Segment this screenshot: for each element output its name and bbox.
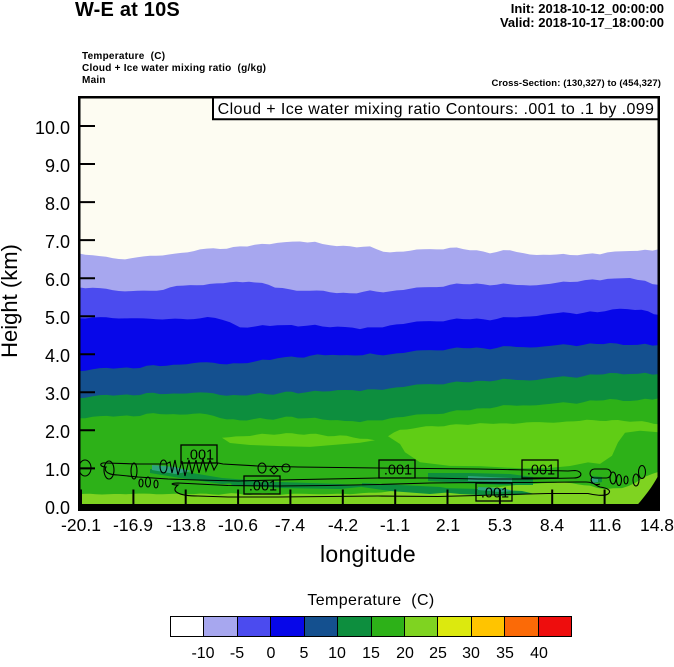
svg-text:.001: .001 [384,463,412,479]
svg-text:.001: .001 [481,486,509,502]
svg-text:.001: .001 [249,479,277,495]
svg-text:Cloud + Ice water mixing ratio: Cloud + Ice water mixing ratio Contours:… [218,101,655,118]
svg-text:.001: .001 [186,448,214,464]
svg-text:.001: .001 [527,463,555,479]
